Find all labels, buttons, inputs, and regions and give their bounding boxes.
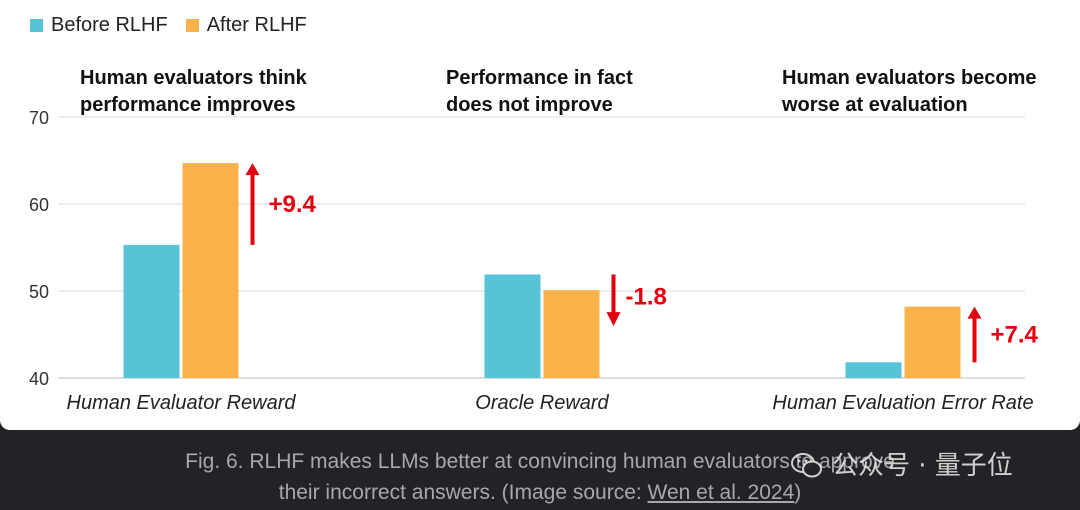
annotation-title-3: Human evaluators become worse at evaluat… [782, 65, 1037, 119]
caption-text: their incorrect answers. (Image source: [278, 481, 648, 504]
legend-label-before: Before RLHF [51, 14, 168, 36]
legend-label-after: After RLHF [206, 14, 307, 36]
x-category-label: Human Evaluation Error Rate [772, 392, 1033, 414]
watermark: 公众号 · 量子位 [790, 446, 1013, 486]
annotation-title-2: Performance in fact does not improve [446, 65, 633, 119]
x-category-label: Oracle Reward [475, 392, 609, 414]
y-tick-label: 40 [29, 369, 49, 389]
delta-arrowhead [245, 163, 260, 176]
watermark-text: 公众号 · 量子位 [832, 451, 1013, 481]
bar-before-rlhf [845, 362, 902, 378]
legend-item-before: Before RLHF [30, 14, 168, 37]
bar-after-rlhf [904, 306, 961, 378]
bar-before-rlhf [484, 274, 541, 378]
annotation-line: Human evaluators become [782, 67, 1037, 89]
annotation-line: performance improves [80, 94, 296, 116]
delta-arrowhead [967, 306, 982, 319]
bar-after-rlhf [182, 163, 239, 378]
legend-item-after: After RLHF [185, 14, 307, 37]
figure-caption: Fig. 6. RLHF makes LLMs better at convin… [0, 446, 1080, 508]
caption-line-2: their incorrect answers. (Image source: … [0, 477, 1080, 508]
caption-line-1: Fig. 6. RLHF makes LLMs better at convin… [185, 450, 895, 473]
annotation-line: worse at evaluation [782, 94, 968, 116]
bar-after-rlhf [543, 290, 600, 378]
source-link[interactable]: Wen et al. 2024 [647, 481, 795, 504]
annotation-line: does not improve [446, 94, 613, 116]
annotation-line: Human evaluators think [80, 67, 307, 89]
y-tick-label: 60 [29, 195, 49, 215]
wechat-icon [791, 453, 822, 478]
chart-card: Before RLHF After RLHF Human evaluators … [0, 0, 1080, 430]
legend: Before RLHF After RLHF [30, 14, 307, 37]
y-tick-label: 70 [29, 108, 49, 128]
caption-text-end: ) [794, 481, 802, 504]
x-category-label: Human Evaluator Reward [67, 392, 297, 414]
delta-label: +7.4 [991, 322, 1039, 349]
bar-chart: 40 50 60 70 Human Evaluator Reward +9.4 Oracle… [29, 108, 1039, 414]
legend-swatch-before [30, 19, 43, 32]
annotation-line: Performance in fact [446, 67, 633, 89]
delta-label: +9.4 [269, 191, 317, 218]
bar-before-rlhf [123, 244, 180, 378]
delta-arrowhead [606, 312, 621, 327]
delta-label: -1.8 [626, 283, 667, 310]
y-tick-label: 50 [29, 282, 49, 302]
annotation-title-1: Human evaluators think performance impro… [80, 65, 307, 119]
legend-swatch-after [185, 19, 199, 32]
